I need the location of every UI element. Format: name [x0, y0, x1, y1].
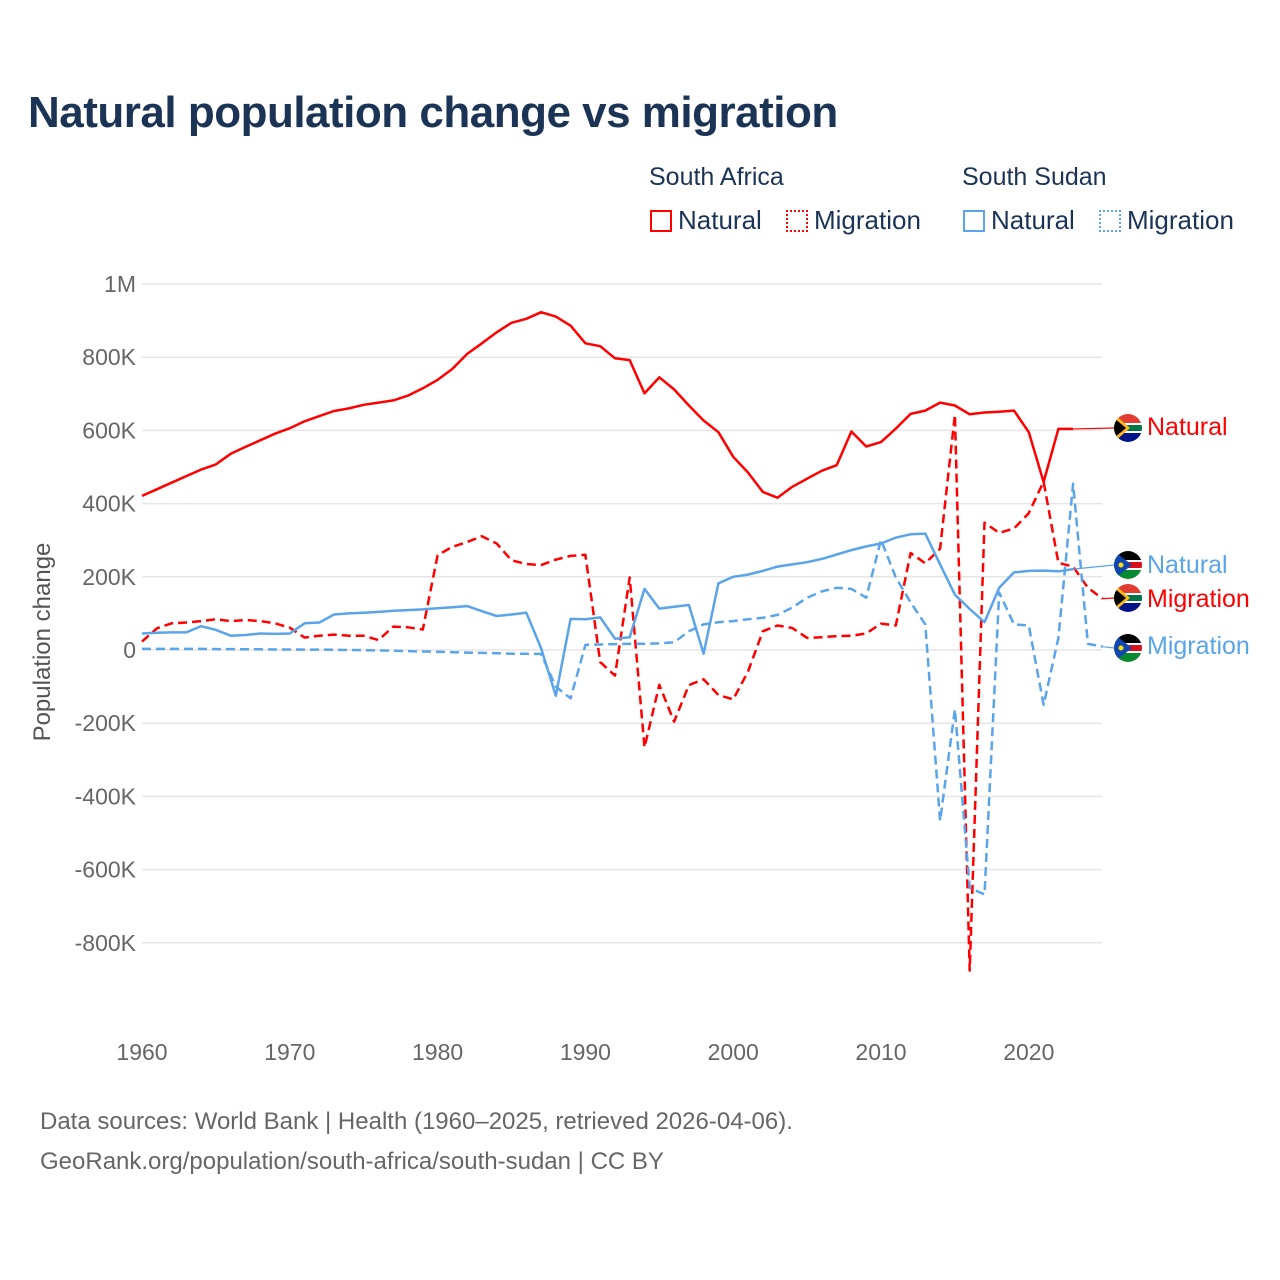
chart-title: Natural population change vs migration — [28, 88, 838, 137]
legend-swatch-solid-blue — [963, 209, 985, 232]
y-tick-label: -800K — [75, 930, 137, 956]
series-line-south-sudan-migration — [142, 482, 1103, 896]
south-sudan-flag-icon — [1114, 551, 1142, 579]
series-line-south-africa-natural — [141, 310, 1074, 499]
x-tick-label: 2000 — [708, 1039, 759, 1065]
x-tick-label: 1990 — [560, 1039, 611, 1065]
south-africa-flag-icon — [1114, 414, 1142, 442]
series-end-label: Migration — [1147, 632, 1250, 660]
y-tick-label: -600K — [75, 857, 137, 883]
legend-swatch-solid-red — [650, 209, 672, 232]
x-tick-label: 1970 — [264, 1039, 315, 1065]
legend-label: Migration — [814, 205, 921, 235]
legend-group-south-sudan: South Sudan — [962, 163, 1107, 191]
south-africa-flag-icon — [1114, 584, 1142, 612]
legend-label: Migration — [1127, 205, 1234, 235]
y-tick-label: 800K — [82, 344, 136, 370]
label-connector — [1073, 564, 1115, 570]
source-line-1: Data sources: World Bank | Health (1960–… — [40, 1108, 793, 1135]
legend-item-ss-migration[interactable]: Migration — [1099, 205, 1234, 236]
label-connector — [1102, 646, 1115, 649]
legend-label: Natural — [678, 205, 762, 235]
legend-label: Natural — [991, 205, 1075, 235]
y-tick-label: 1M — [104, 271, 136, 297]
y-tick-label: -200K — [75, 710, 137, 736]
x-tick-label: 2010 — [855, 1039, 906, 1065]
y-tick-label: 600K — [82, 417, 136, 443]
series-end-label: Natural — [1147, 551, 1228, 579]
legend-item-sa-natural[interactable]: Natural — [650, 205, 762, 236]
series-line-south-africa-migration — [141, 413, 1104, 972]
label-connector — [1073, 427, 1115, 430]
legend-swatch-dotted-red — [786, 209, 808, 232]
y-tick-label: -400K — [75, 783, 137, 809]
source-line-2[interactable]: GeoRank.org/population/south-africa/sout… — [40, 1148, 664, 1175]
series-end-label: Natural — [1147, 413, 1228, 441]
south-sudan-flag-icon — [1114, 634, 1142, 662]
legend-item-sa-migration[interactable]: Migration — [786, 205, 921, 236]
legend-group-south-africa: South Africa — [649, 163, 784, 191]
x-tick-label: 1980 — [412, 1039, 463, 1065]
y-axis-label: Population change — [29, 543, 56, 742]
series-line-south-sudan-natural — [141, 532, 1074, 698]
x-tick-label: 1960 — [116, 1039, 167, 1065]
legend-swatch-dotted-blue — [1099, 209, 1121, 232]
label-connector — [1102, 597, 1115, 600]
y-tick-label: 0 — [123, 637, 136, 663]
y-tick-label: 200K — [82, 564, 136, 590]
y-tick-label: 400K — [82, 491, 136, 517]
series-end-label: Migration — [1147, 585, 1250, 613]
x-tick-label: 2020 — [1003, 1039, 1054, 1065]
legend-item-ss-natural[interactable]: Natural — [963, 205, 1075, 236]
